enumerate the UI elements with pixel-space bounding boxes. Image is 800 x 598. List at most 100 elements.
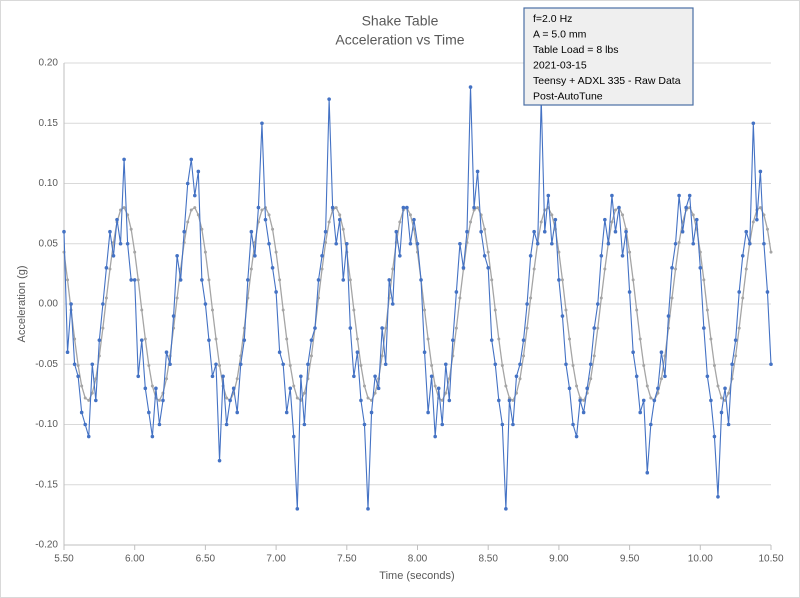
series-marker [380,354,384,358]
series-marker [359,363,363,367]
series-marker [139,338,144,342]
annotation-line: Table Load = 8 lbs [533,44,619,56]
series-marker [518,362,522,367]
series-marker [101,302,105,306]
series-marker [373,391,377,395]
y-tick-label: 0.15 [39,118,59,129]
series-marker [645,384,649,388]
series-marker [369,410,374,415]
series-marker [313,326,317,330]
series-marker [440,422,445,427]
series-marker [164,350,169,355]
series-marker [291,434,296,439]
series-marker [122,157,126,162]
y-tick-label: -0.10 [35,419,58,430]
series-marker [624,229,628,234]
series-marker [348,278,352,282]
series-marker [652,398,657,403]
series-marker [468,85,473,89]
series-marker [200,227,204,231]
series-marker [454,326,458,330]
x-tick-label: 10.50 [758,554,783,565]
series-marker [659,350,664,355]
series-marker [472,205,476,210]
series-marker [65,350,70,355]
series-marker [469,220,473,224]
series-marker [408,213,412,217]
series-marker [451,338,455,342]
series-marker [62,229,66,234]
series-marker [511,398,515,402]
series-marker [698,266,703,270]
series-marker [680,229,685,234]
series-marker [83,422,88,427]
series-marker [246,278,250,282]
series-marker [376,386,381,391]
series-marker [769,250,773,254]
series-marker [122,206,126,210]
series-marker [79,410,84,415]
series-marker [341,278,346,282]
series-marker [723,386,727,391]
series-marker [744,267,748,271]
series-marker [140,308,144,312]
series-marker [147,363,151,367]
series-marker [440,398,444,402]
series-marker [189,157,194,162]
series-marker [274,250,278,254]
series-marker [765,290,770,294]
series-marker [260,121,264,126]
series-marker [73,337,77,341]
series-marker [610,193,614,198]
series-marker [454,290,459,294]
series-marker [489,338,494,342]
series-marker [203,250,207,254]
y-tick-label: -0.20 [35,540,58,551]
series-marker [147,410,151,415]
series-marker [355,350,360,355]
series-marker [80,384,84,388]
series-marker [423,308,427,312]
series-marker [599,296,603,300]
series-marker [486,266,491,270]
series-marker [525,302,529,306]
series-marker [129,227,133,231]
series-marker [737,326,741,330]
series-marker [302,391,306,395]
series-marker [295,396,299,400]
series-marker [316,278,321,282]
series-marker [628,250,632,254]
series-marker [387,278,392,282]
series-marker [83,396,87,400]
y-axis-label: Acceleration (g) [16,265,28,342]
series-marker [493,362,498,367]
series-marker [231,386,236,391]
series-marker [320,267,324,271]
series-marker [472,208,476,212]
series-marker [571,422,575,427]
series-marker [550,241,554,246]
series-marker [76,363,80,367]
series-marker [320,254,324,258]
series-marker [391,267,395,271]
series-marker [334,206,338,210]
series-marker [751,121,756,126]
series-marker [288,386,293,391]
series-marker [196,169,201,174]
series-marker [564,308,568,312]
series-marker [560,278,564,282]
series-marker [87,398,91,402]
series-marker [613,229,618,234]
series-marker [189,208,193,212]
series-marker [359,398,363,403]
series-marker [150,434,155,439]
series-marker [621,213,625,217]
series-marker [694,217,699,222]
series-marker [589,377,593,381]
series-marker [288,363,292,367]
series-marker [716,384,720,388]
series-marker [104,266,109,270]
series-marker [119,208,123,212]
y-tick-label: 0.20 [39,58,59,69]
series-marker [430,363,434,367]
